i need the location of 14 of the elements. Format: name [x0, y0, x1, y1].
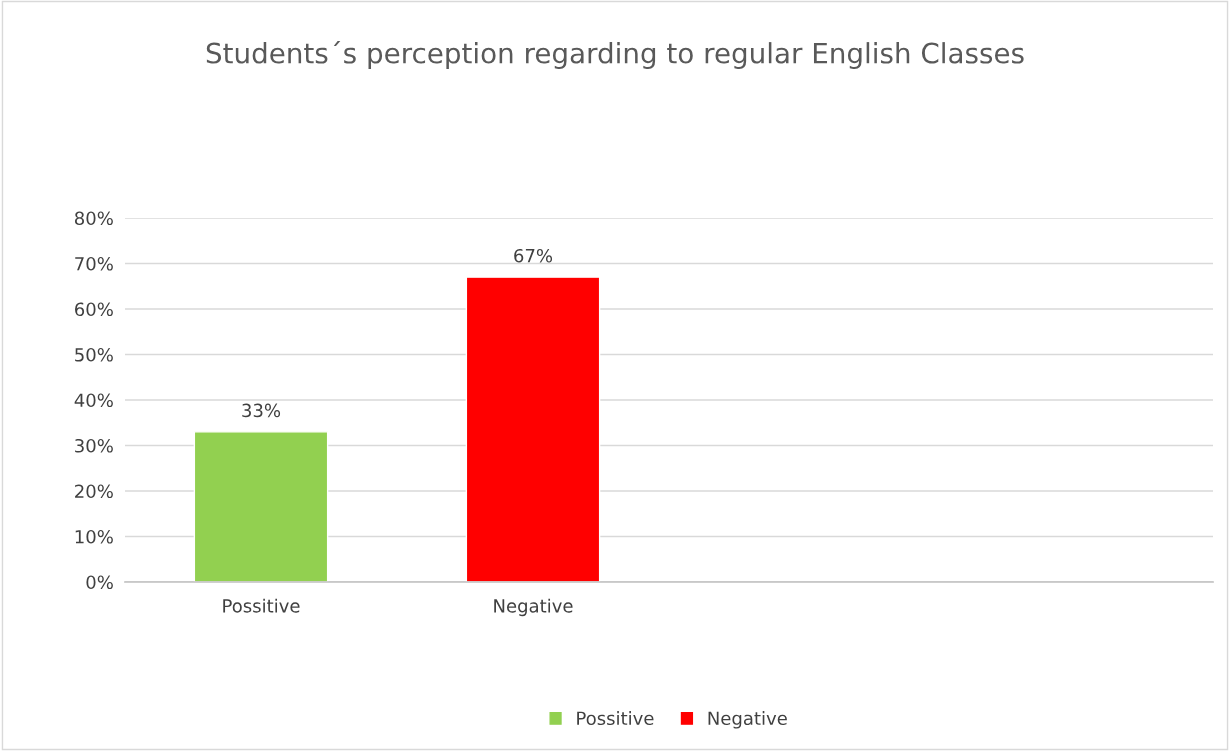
y-tick-label: 0% — [86, 575, 113, 590]
chart-title: Students´s perception regarding to regular English Classes — [206, 41, 1024, 69]
y-tick-label: 20% — [75, 484, 113, 499]
legend-label: Negative — [708, 711, 787, 729]
data-label: 33% — [242, 403, 281, 418]
y-tick-label: 40% — [74, 393, 113, 408]
y-tick-label: 50% — [75, 347, 113, 362]
y-tick-label: 60% — [75, 302, 113, 317]
data-label: 67% — [514, 248, 553, 263]
y-tick-label: 10% — [75, 529, 113, 544]
legend-label: Possitive — [577, 711, 654, 726]
y-tick-label: 30% — [75, 438, 113, 453]
y-tick-label: 80% — [74, 211, 113, 226]
y-tick-label: 70% — [75, 256, 113, 271]
